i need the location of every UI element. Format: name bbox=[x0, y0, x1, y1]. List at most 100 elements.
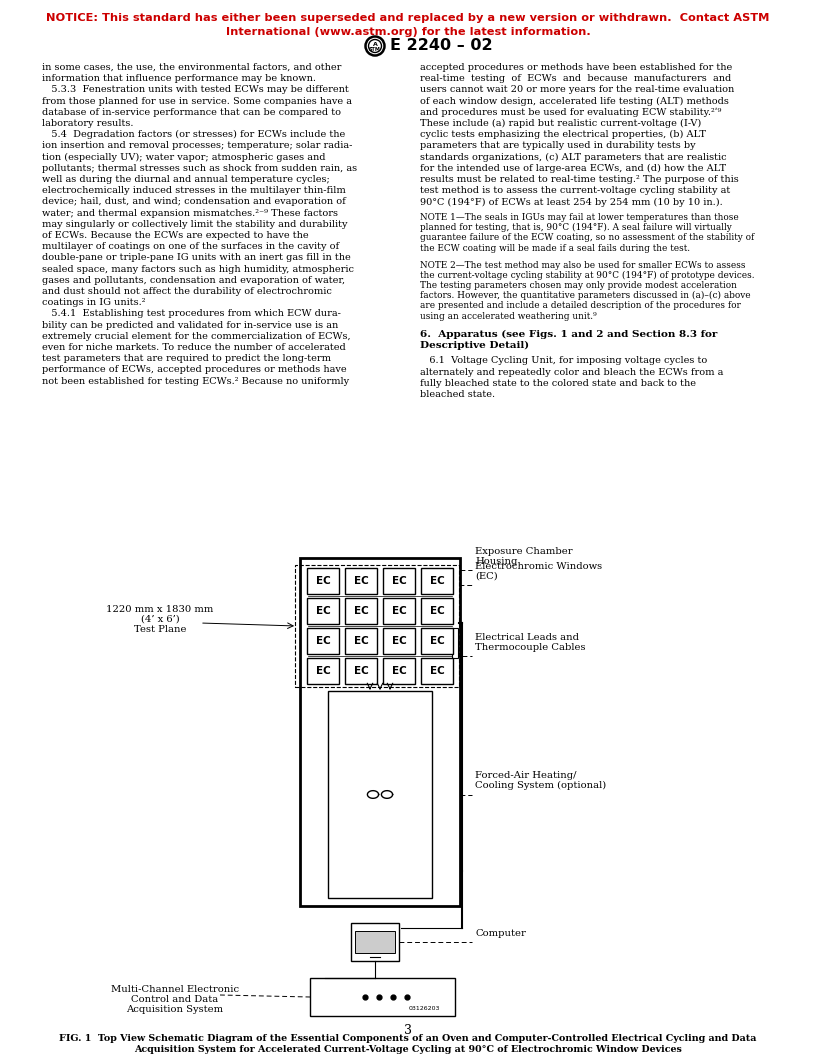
Text: NOTICE: This standard has either been superseded and replaced by a new version o: NOTICE: This standard has either been su… bbox=[47, 13, 769, 23]
Text: accepted procedures or methods have been established for the: accepted procedures or methods have been… bbox=[420, 63, 732, 72]
Text: EC: EC bbox=[392, 576, 406, 586]
Text: parameters that are typically used in durability tests by: parameters that are typically used in du… bbox=[420, 142, 695, 150]
Text: electrochemically induced stresses in the multilayer thin-film: electrochemically induced stresses in th… bbox=[42, 186, 346, 195]
Text: Computer: Computer bbox=[475, 929, 526, 938]
Bar bbox=[351, 923, 399, 961]
Text: even for niche markets. To reduce the number of accelerated: even for niche markets. To reduce the nu… bbox=[42, 343, 346, 352]
Text: Descriptive Detail): Descriptive Detail) bbox=[420, 341, 529, 351]
Bar bbox=[307, 568, 339, 593]
Text: Electrical Leads and
Thermocouple Cables: Electrical Leads and Thermocouple Cables bbox=[475, 633, 586, 652]
Text: STM: STM bbox=[369, 48, 381, 52]
Text: cyclic tests emphasizing the electrical properties, (b) ALT: cyclic tests emphasizing the electrical … bbox=[420, 130, 706, 139]
Text: International (www.astm.org) for the latest information.: International (www.astm.org) for the lat… bbox=[226, 27, 590, 37]
Text: ion insertion and removal processes; temperature; solar radia-: ion insertion and removal processes; tem… bbox=[42, 142, 353, 150]
Text: fully bleached state to the colored state and back to the: fully bleached state to the colored stat… bbox=[420, 379, 696, 388]
Text: may singularly or collectively limit the stability and durability: may singularly or collectively limit the… bbox=[42, 220, 348, 229]
Text: of each window design, accelerated life testing (ALT) methods: of each window design, accelerated life … bbox=[420, 96, 729, 106]
Text: 90°C (194°F) of ECWs at least 254 by 254 mm (10 by 10 in.).: 90°C (194°F) of ECWs at least 254 by 254… bbox=[420, 197, 723, 207]
Text: coatings in IG units.²: coatings in IG units.² bbox=[42, 298, 145, 307]
Text: real-time  testing  of  ECWs  and  because  manufacturers  and: real-time testing of ECWs and because ma… bbox=[420, 74, 731, 83]
Bar bbox=[383, 568, 415, 593]
Text: 3: 3 bbox=[404, 1024, 412, 1037]
Text: EC: EC bbox=[316, 636, 330, 646]
Text: Test Plane: Test Plane bbox=[134, 625, 186, 634]
Bar bbox=[345, 598, 377, 624]
Text: alternately and repeatedly color and bleach the ECWs from a: alternately and repeatedly color and ble… bbox=[420, 367, 723, 377]
Text: standards organizations, (c) ALT parameters that are realistic: standards organizations, (c) ALT paramet… bbox=[420, 153, 726, 162]
Bar bbox=[345, 628, 377, 654]
Text: EC: EC bbox=[316, 576, 330, 586]
Text: water; and thermal expansion mismatches.²⁻⁹ These factors: water; and thermal expansion mismatches.… bbox=[42, 209, 338, 218]
Text: 5.3.3  Fenestration units with tested ECWs may be different: 5.3.3 Fenestration units with tested ECW… bbox=[42, 86, 348, 94]
Text: are presented and include a detailed description of the procedures for: are presented and include a detailed des… bbox=[420, 301, 741, 310]
Text: sealed space, many factors such as high humidity, atmospheric: sealed space, many factors such as high … bbox=[42, 265, 354, 274]
Text: well as during the diurnal and annual temperature cycles;: well as during the diurnal and annual te… bbox=[42, 175, 330, 184]
Text: Exposure Chamber
Housing: Exposure Chamber Housing bbox=[475, 547, 573, 566]
Text: multilayer of coatings on one of the surfaces in the cavity of: multilayer of coatings on one of the sur… bbox=[42, 242, 339, 251]
Text: test method is to assess the current-voltage cycling stability at: test method is to assess the current-vol… bbox=[420, 186, 730, 195]
Text: from those planned for use in service. Some companies have a: from those planned for use in service. S… bbox=[42, 96, 352, 106]
Text: Multi-Channel Electronic: Multi-Channel Electronic bbox=[111, 985, 239, 994]
Text: 5.4.1  Establishing test procedures from which ECW dura-: 5.4.1 Establishing test procedures from … bbox=[42, 309, 341, 319]
Text: EC: EC bbox=[353, 606, 368, 616]
Text: the current-voltage cycling stability at 90°C (194°F) of prototype devices.: the current-voltage cycling stability at… bbox=[420, 270, 755, 280]
Bar bbox=[295, 565, 459, 687]
Bar bbox=[307, 658, 339, 684]
Text: 1220 mm x 1830 mm: 1220 mm x 1830 mm bbox=[106, 605, 214, 614]
Bar bbox=[328, 691, 432, 898]
Text: not been established for testing ECWs.² Because no uniformly: not been established for testing ECWs.² … bbox=[42, 377, 349, 385]
Bar bbox=[421, 598, 453, 624]
Bar bbox=[310, 978, 455, 1016]
Text: EC: EC bbox=[316, 606, 330, 616]
Bar bbox=[383, 658, 415, 684]
Bar bbox=[383, 628, 415, 654]
Text: database of in-service performance that can be compared to: database of in-service performance that … bbox=[42, 108, 341, 117]
Text: Control and Data: Control and Data bbox=[131, 995, 219, 1004]
Text: device; hail, dust, and wind; condensation and evaporation of: device; hail, dust, and wind; condensati… bbox=[42, 197, 346, 206]
Bar bbox=[300, 558, 460, 906]
Bar bbox=[383, 598, 415, 624]
Text: EC: EC bbox=[353, 576, 368, 586]
Text: FIG. 1  Top View Schematic Diagram of the Essential Components of an Oven and Co: FIG. 1 Top View Schematic Diagram of the… bbox=[60, 1034, 756, 1043]
Text: (4’ x 6’): (4’ x 6’) bbox=[140, 615, 180, 624]
Text: E 2240 – 02: E 2240 – 02 bbox=[390, 38, 493, 54]
Text: pollutants; thermal stresses such as shock from sudden rain, as: pollutants; thermal stresses such as sho… bbox=[42, 164, 357, 173]
Bar bbox=[345, 658, 377, 684]
Text: A: A bbox=[373, 42, 378, 48]
Text: EC: EC bbox=[430, 576, 445, 586]
Text: Acquisition System: Acquisition System bbox=[126, 1005, 224, 1014]
Bar bbox=[452, 628, 458, 658]
Text: 6.1  Voltage Cycling Unit, for imposing voltage cycles to: 6.1 Voltage Cycling Unit, for imposing v… bbox=[420, 357, 707, 365]
Text: EC: EC bbox=[353, 636, 368, 646]
Text: performance of ECWs, accepted procedures or methods have: performance of ECWs, accepted procedures… bbox=[42, 365, 347, 375]
Text: EC: EC bbox=[430, 666, 445, 676]
Text: using an accelerated weathering unit.⁹: using an accelerated weathering unit.⁹ bbox=[420, 312, 596, 321]
Text: EC: EC bbox=[392, 606, 406, 616]
Text: extremely crucial element for the commercialization of ECWs,: extremely crucial element for the commer… bbox=[42, 332, 351, 341]
Text: and procedures must be used for evaluating ECW stability.²ʹ⁹: and procedures must be used for evaluati… bbox=[420, 108, 721, 117]
Text: of ECWs. Because the ECWs are expected to have the: of ECWs. Because the ECWs are expected t… bbox=[42, 231, 308, 240]
Text: the ECW coating will be made if a seal fails during the test.: the ECW coating will be made if a seal f… bbox=[420, 244, 690, 252]
Text: tion (especially UV); water vapor; atmospheric gases and: tion (especially UV); water vapor; atmos… bbox=[42, 153, 326, 162]
Text: bility can be predicted and validated for in-service use is an: bility can be predicted and validated fo… bbox=[42, 321, 339, 329]
Text: EC: EC bbox=[316, 666, 330, 676]
Text: in some cases, the use, the environmental factors, and other: in some cases, the use, the environmenta… bbox=[42, 63, 341, 72]
Text: EC: EC bbox=[392, 666, 406, 676]
Text: bleached state.: bleached state. bbox=[420, 390, 495, 399]
Text: NOTE 2—The test method may also be used for smaller ECWs to assess: NOTE 2—The test method may also be used … bbox=[420, 261, 746, 269]
Text: Acquisition System for Accelerated Current-Voltage Cycling at 90°C of Electrochr: Acquisition System for Accelerated Curre… bbox=[134, 1045, 682, 1054]
Text: for the intended use of large-area ECWs, and (d) how the ALT: for the intended use of large-area ECWs,… bbox=[420, 164, 726, 173]
Text: factors. However, the quantitative parameters discussed in (a)–(c) above: factors. However, the quantitative param… bbox=[420, 291, 751, 300]
Text: EC: EC bbox=[430, 636, 445, 646]
Bar bbox=[421, 628, 453, 654]
Text: test parameters that are required to predict the long-term: test parameters that are required to pre… bbox=[42, 354, 331, 363]
Bar bbox=[307, 628, 339, 654]
Bar bbox=[355, 931, 395, 953]
Text: laboratory results.: laboratory results. bbox=[42, 119, 134, 128]
Text: Forced-Air Heating/
Cooling System (optional): Forced-Air Heating/ Cooling System (opti… bbox=[475, 771, 606, 791]
Text: Electrochromic Windows
(EC): Electrochromic Windows (EC) bbox=[475, 562, 602, 581]
Text: 03126203: 03126203 bbox=[409, 1006, 440, 1011]
Text: information that influence performance may be known.: information that influence performance m… bbox=[42, 74, 316, 83]
Text: EC: EC bbox=[392, 636, 406, 646]
Bar bbox=[345, 568, 377, 593]
